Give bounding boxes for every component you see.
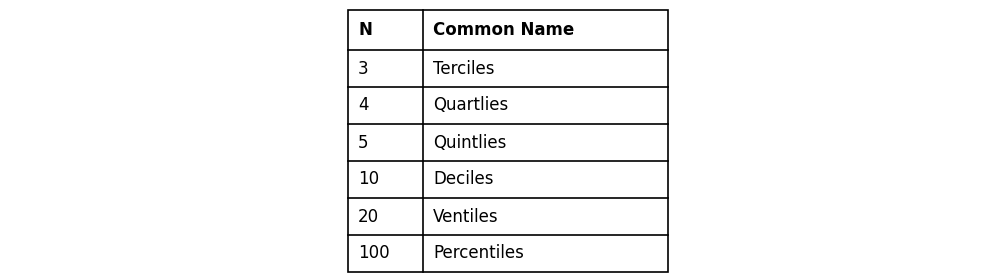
Text: 20: 20 — [358, 207, 379, 225]
Text: Common Name: Common Name — [433, 21, 575, 39]
Bar — [348, 10, 668, 272]
Text: Quintlies: Quintlies — [433, 133, 506, 152]
Text: Percentiles: Percentiles — [433, 245, 524, 263]
Text: N: N — [358, 21, 372, 39]
Text: 10: 10 — [358, 171, 379, 188]
Text: 4: 4 — [358, 96, 369, 114]
Text: Quartlies: Quartlies — [433, 96, 508, 114]
Text: Deciles: Deciles — [433, 171, 493, 188]
Text: Ventiles: Ventiles — [433, 207, 499, 225]
Text: 3: 3 — [358, 60, 369, 78]
Text: 5: 5 — [358, 133, 369, 152]
Text: 100: 100 — [358, 245, 389, 263]
Text: Terciles: Terciles — [433, 60, 494, 78]
